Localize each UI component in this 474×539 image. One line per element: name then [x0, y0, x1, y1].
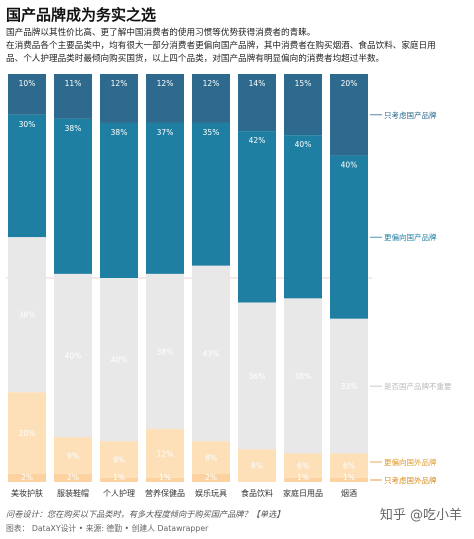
- bar-segment: [284, 477, 322, 482]
- chart-source: 图表： DataXY设计 • 来源: 德勤 • 创建人 Datawrapper: [6, 524, 209, 533]
- bar-value-label: 6%: [297, 462, 309, 471]
- bar-segment: [54, 437, 92, 474]
- bar-segment: [192, 74, 230, 123]
- bar-value-label: 1%: [113, 473, 125, 482]
- bar-value-label: 9%: [113, 456, 125, 465]
- bar-segment: [146, 477, 184, 482]
- bar-value-label: 40%: [65, 352, 82, 361]
- bar-segment: [192, 122, 230, 266]
- bar-value-label: 38%: [111, 128, 128, 137]
- category-label: 娱乐玩具: [195, 488, 227, 498]
- bar-segment: [8, 237, 46, 393]
- bar-segment: [54, 74, 92, 119]
- bar-segment: [238, 131, 276, 303]
- bar-value-label: 1%: [159, 473, 171, 482]
- bar-value-label: 12%: [157, 449, 174, 458]
- bar-segment: [100, 477, 138, 482]
- bar-segment: [54, 473, 92, 482]
- bar-value-label: 15%: [295, 79, 312, 88]
- bar-value-label: 8%: [251, 462, 263, 471]
- bar-segment: [284, 298, 322, 454]
- bar-value-label: 42%: [249, 136, 266, 145]
- legend-label: 更偏向国外品牌: [384, 457, 437, 467]
- bar-segment: [100, 278, 138, 442]
- bar-segment: [146, 122, 184, 274]
- bar-segment: [284, 74, 322, 136]
- bar-value-label: 40%: [111, 356, 128, 365]
- legend-label: 只考虑国外品牌: [384, 475, 437, 485]
- bar-segment: [238, 449, 276, 482]
- bar-segment: [192, 473, 230, 482]
- legend-label: 更偏向国产品牌: [384, 232, 437, 242]
- bar-segment: [284, 453, 322, 478]
- bar-value-label: 12%: [157, 79, 174, 88]
- bar-value-label: 40%: [341, 161, 358, 170]
- bar-segment: [330, 477, 368, 482]
- bar-value-label: 11%: [65, 79, 82, 88]
- chart-description-line-3: 品、个人护理品类时最倾向购买国货，以上四个品类，对国产品牌有明显偏向的消费者均超…: [6, 54, 385, 64]
- bar-value-label: 40%: [295, 140, 312, 149]
- bar-value-label: 10%: [19, 79, 36, 88]
- category-label: 家庭日用品: [283, 488, 323, 498]
- bar-segment: [146, 428, 184, 478]
- bar-segment: [100, 441, 138, 478]
- bar-value-label: 20%: [341, 79, 358, 88]
- legend-label: 只考虑国产品牌: [384, 110, 437, 120]
- chart-description-line-1: 国产品牌以其性价比高、更了解中国消费者的使用习惯等优势获得消费者的青睐。: [6, 28, 316, 38]
- bar-segment: [146, 273, 184, 429]
- bar-value-label: 37%: [157, 128, 174, 137]
- bar-value-label: 38%: [65, 124, 82, 133]
- bar-segment: [330, 453, 368, 478]
- category-label: 美妆护肤: [11, 488, 43, 498]
- bar-value-label: 36%: [249, 372, 266, 381]
- bar-segment: [8, 392, 46, 474]
- bar-segment: [284, 135, 322, 299]
- category-label: 营养保健品: [145, 488, 185, 498]
- bar-segment: [8, 473, 46, 482]
- survey-question-note: 问卷设计：您在购买以下品类时，有多大程度倾向于购买国产品牌？【单选】: [6, 509, 285, 519]
- bar-segment: [146, 74, 184, 123]
- bar-value-label: 1%: [343, 473, 355, 482]
- bar-segment: [330, 318, 368, 454]
- category-label: 烟酒: [341, 489, 357, 498]
- category-label: 服装鞋帽: [57, 488, 89, 498]
- bar-segment: [54, 273, 92, 438]
- bar-value-label: 12%: [111, 79, 128, 88]
- bar-segment: [330, 155, 368, 319]
- bar-segment: [100, 122, 138, 279]
- bar-segment: [192, 265, 230, 442]
- bar-segment: [100, 74, 138, 123]
- bar-value-label: 14%: [249, 79, 266, 88]
- bar-segment: [8, 114, 46, 238]
- bar-segment: [238, 302, 276, 450]
- bar-segment: [330, 74, 368, 156]
- chart-title: 国产品牌成为务实之选: [6, 6, 157, 24]
- bar-value-label: 38%: [19, 311, 36, 320]
- bar-value-label: 6%: [343, 462, 355, 471]
- category-label: 食品饮料: [241, 488, 273, 498]
- bar-value-label: 9%: [67, 451, 79, 460]
- category-label: 个人护理: [103, 488, 135, 498]
- bar-value-label: 38%: [157, 347, 174, 356]
- bar-value-label: 38%: [295, 372, 312, 381]
- bar-value-label: 2%: [205, 473, 217, 482]
- chart-description-line-2: 在消费品各个主要品类中，均有很大一部分消费者更偏向国产品牌，其中消费者在购买烟酒…: [6, 41, 436, 51]
- legend-label: 是否国产品牌不重要: [384, 381, 452, 391]
- bar-value-label: 20%: [19, 429, 36, 438]
- bar-value-label: 2%: [21, 473, 33, 482]
- bar-value-label: 30%: [19, 120, 36, 129]
- bar-segment: [238, 74, 276, 132]
- bar-segment: [192, 441, 230, 474]
- bar-value-label: 1%: [297, 473, 309, 482]
- bar-segment: [54, 118, 92, 274]
- bar-value-label: 33%: [341, 382, 358, 391]
- bar-value-label: 2%: [67, 473, 79, 482]
- watermark: 知乎 @吃小羊: [379, 508, 462, 523]
- bar-value-label: 35%: [203, 128, 220, 137]
- bar-value-label: 43%: [203, 349, 220, 358]
- bar-value-label: 12%: [203, 79, 220, 88]
- bar-value-label: 8%: [205, 454, 217, 463]
- bar-segment: [8, 74, 46, 115]
